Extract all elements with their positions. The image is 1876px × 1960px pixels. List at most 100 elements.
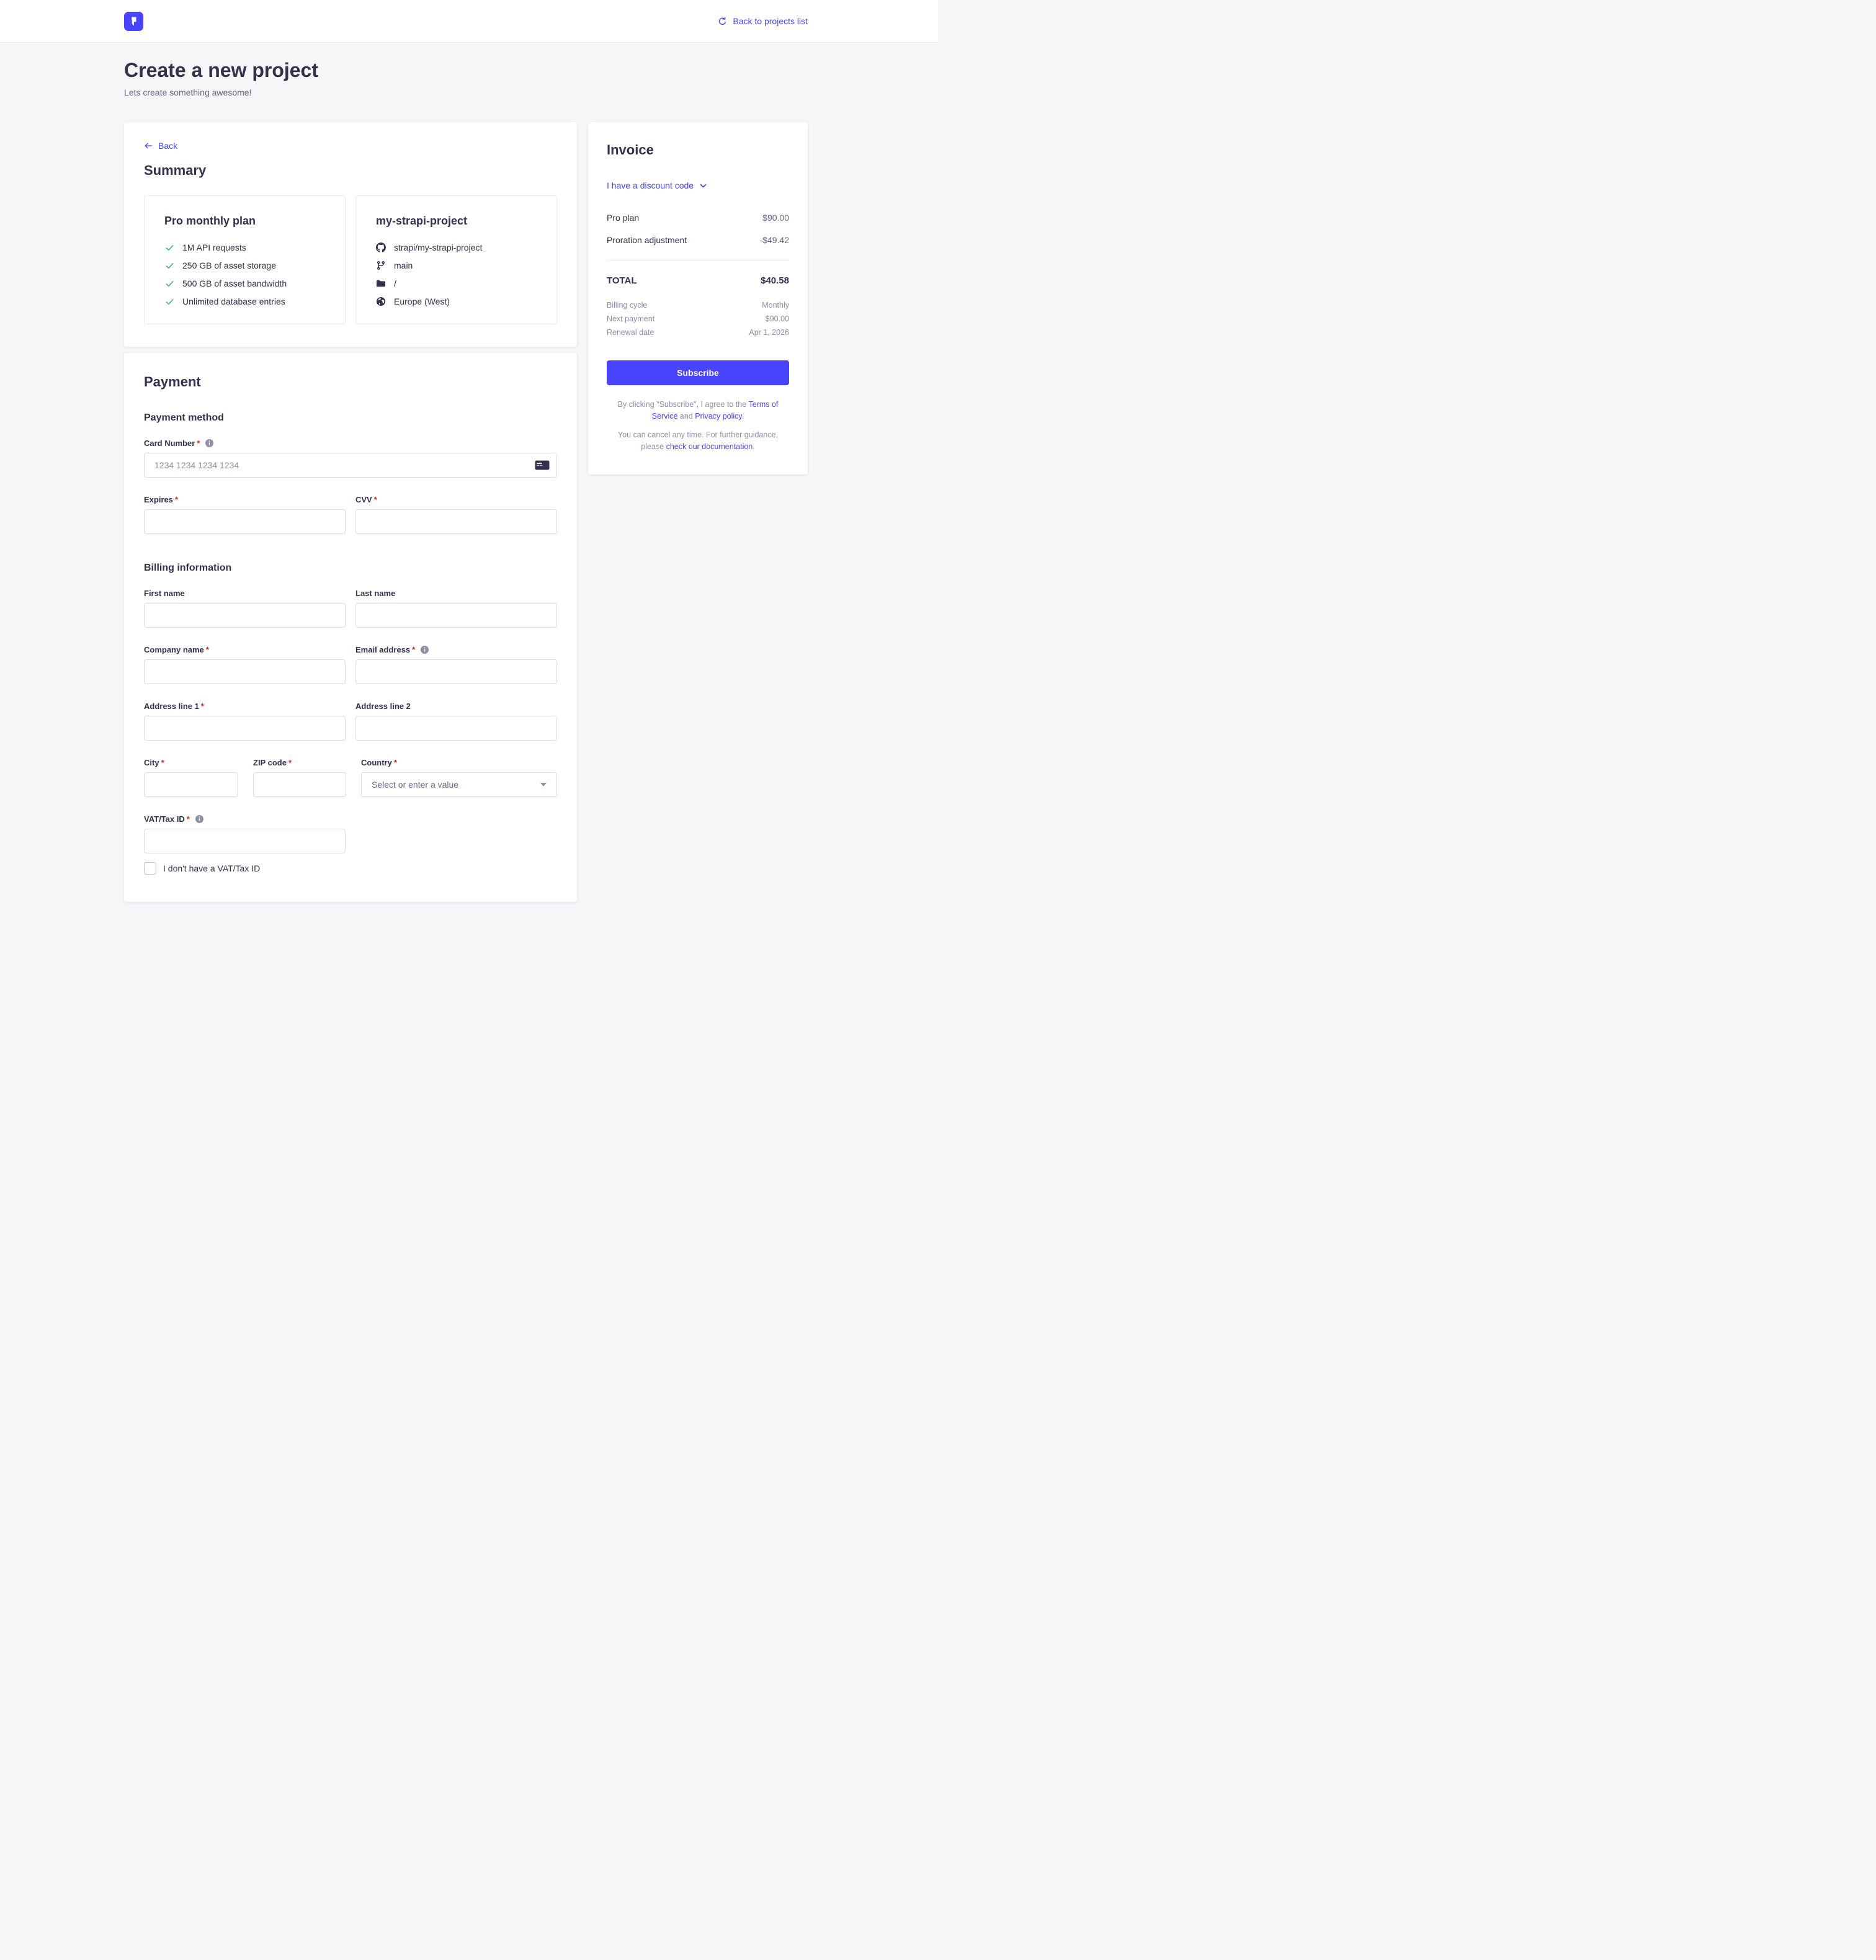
card-number-label: Card Number * <box>144 439 557 448</box>
zip-code-input[interactable] <box>253 772 346 797</box>
country-field: Country * Select or enter a value <box>361 758 557 797</box>
payment-method-title: Payment method <box>144 412 224 423</box>
required-marker: * <box>186 814 190 824</box>
city-label: City * <box>144 758 164 767</box>
discount-code-label: I have a discount code <box>607 180 694 190</box>
address-line-1-field: Address line 1 * <box>144 702 346 741</box>
last-name-label: Last name <box>355 589 396 598</box>
subscribe-button[interactable]: Subscribe <box>607 360 789 385</box>
card-number-input[interactable] <box>144 453 557 478</box>
git-branch-icon <box>376 261 386 270</box>
country-label: Country * <box>361 758 397 767</box>
vat-tax-id-label: VAT/Tax ID * <box>144 814 346 824</box>
check-icon <box>164 243 174 252</box>
address-line-2-input[interactable] <box>355 716 557 741</box>
back-link[interactable]: Back <box>144 141 177 151</box>
strapi-cloud-logo[interactable] <box>124 11 143 31</box>
city-field: City * <box>144 758 238 797</box>
folder-icon <box>376 278 386 288</box>
required-marker: * <box>174 495 179 504</box>
plan-feature-label: 500 GB of asset bandwidth <box>182 278 287 288</box>
company-name-field: Company name * <box>144 645 346 684</box>
discount-code-toggle[interactable]: I have a discount code <box>607 180 789 190</box>
address-line-2-label: Address line 2 <box>355 702 411 711</box>
billing-cycle-row: Billing cycle Monthly <box>607 301 789 310</box>
project-repo-label: strapi/my-strapi-project <box>394 243 483 252</box>
required-marker: * <box>288 758 292 767</box>
globe-icon <box>376 296 386 306</box>
last-name-field: Last name <box>355 589 557 628</box>
required-marker: * <box>161 758 164 767</box>
card-number-field: Card Number * <box>144 439 557 478</box>
first-name-label: First name <box>144 589 185 598</box>
page-title: Create a new project <box>124 59 318 81</box>
summary-card: Back Summary Pro monthly plan 1M API req… <box>124 122 577 347</box>
plan-feature-label: Unlimited database entries <box>182 296 285 306</box>
address-line-2-field: Address line 2 <box>355 702 557 741</box>
project-summary-card: my-strapi-project strapi/my-strapi-proje… <box>355 195 557 324</box>
line-item-label: Pro plan <box>607 213 640 223</box>
address-line-1-label: Address line 1 * <box>144 702 204 711</box>
check-icon <box>164 261 174 270</box>
country-select-placeholder: Select or enter a value <box>372 780 459 790</box>
invoice-divider <box>607 260 789 261</box>
project-region-row: Europe (West) <box>376 296 537 306</box>
plan-feature: 1M API requests <box>164 243 325 252</box>
required-marker: * <box>412 645 416 654</box>
project-directory-row: / <box>376 278 537 288</box>
line-item-amount: -$49.42 <box>759 235 789 245</box>
city-input[interactable] <box>144 772 238 797</box>
info-icon[interactable] <box>205 439 214 447</box>
invoice-card: Invoice I have a discount code Pro plan … <box>588 122 808 474</box>
project-title: my-strapi-project <box>376 215 468 227</box>
top-bar: Back to projects list <box>0 0 938 43</box>
cancel-note-text: You can cancel any time. For further gui… <box>617 430 779 452</box>
cvv-field: CVV * <box>355 495 557 534</box>
terms-of-service-link[interactable]: Terms of Service <box>651 400 779 421</box>
no-vat-checkbox[interactable] <box>144 862 156 875</box>
back-to-projects-link[interactable]: Back to projects list <box>718 16 808 26</box>
plan-feature: 250 GB of asset storage <box>164 261 325 270</box>
last-name-input[interactable] <box>355 603 557 628</box>
cvv-label: CVV * <box>355 495 377 504</box>
expires-label: Expires * <box>144 495 179 504</box>
first-name-input[interactable] <box>144 603 346 628</box>
privacy-policy-link[interactable]: Privacy policy <box>695 412 742 421</box>
project-directory-label: / <box>394 278 396 288</box>
info-icon[interactable] <box>195 815 203 823</box>
invoice-line-item: Pro plan $90.00 <box>607 213 789 223</box>
no-vat-checkbox-label: I don't have a VAT/Tax ID <box>163 863 261 873</box>
payment-card: Payment Payment method Card Number * <box>124 353 577 902</box>
cvv-input[interactable] <box>355 509 557 534</box>
line-item-label: Proration adjustment <box>607 235 687 245</box>
check-icon <box>164 279 174 288</box>
summary-title: Summary <box>144 163 207 178</box>
project-repo-row: strapi/my-strapi-project <box>376 243 537 252</box>
payment-title: Payment <box>144 374 201 390</box>
info-icon[interactable] <box>421 646 429 654</box>
company-name-input[interactable] <box>144 659 346 684</box>
logo-glyph <box>132 16 136 26</box>
country-select[interactable]: Select or enter a value <box>361 772 557 797</box>
expires-input[interactable] <box>144 509 346 534</box>
line-item-amount: $90.00 <box>762 213 789 223</box>
vat-tax-id-input[interactable] <box>144 829 346 853</box>
plan-feature: Unlimited database entries <box>164 296 325 306</box>
email-label: Email address * <box>355 645 557 654</box>
plan-feature-label: 1M API requests <box>182 243 246 252</box>
arrow-left-icon <box>144 141 153 150</box>
total-label: TOTAL <box>607 275 637 286</box>
required-marker: * <box>373 495 377 504</box>
address-line-1-input[interactable] <box>144 716 346 741</box>
github-icon <box>376 243 386 252</box>
chevron-down-icon <box>540 783 547 786</box>
invoice-line-item: Proration adjustment -$49.42 <box>607 235 789 245</box>
documentation-link[interactable]: check our documentation <box>666 442 753 452</box>
total-amount: $40.58 <box>761 275 789 286</box>
check-icon <box>164 297 174 306</box>
first-name-field: First name <box>144 589 346 628</box>
email-input[interactable] <box>355 659 557 684</box>
required-marker: * <box>393 758 397 767</box>
back-to-projects-label: Back to projects list <box>733 16 808 26</box>
next-payment-row: Next payment $90.00 <box>607 314 789 323</box>
